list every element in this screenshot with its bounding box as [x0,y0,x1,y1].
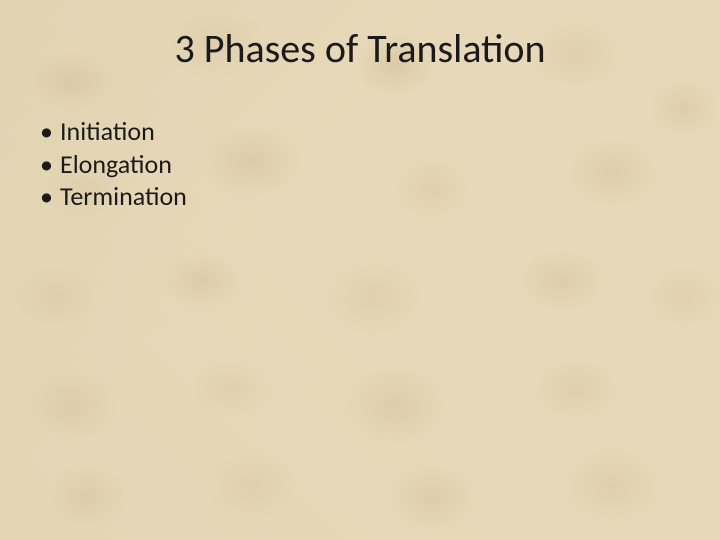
slide-title: 3 Phases of Translation [0,24,720,73]
bullet-item: Initiation [32,115,688,148]
slide-body: Initiation Elongation Termination [32,115,688,213]
bullet-item: Elongation [32,148,688,181]
bullet-list: Initiation Elongation Termination [32,115,688,213]
slide-background-texture [0,0,720,540]
slide: 3 Phases of Translation Initiation Elong… [0,0,720,540]
bullet-item: Termination [32,180,688,213]
